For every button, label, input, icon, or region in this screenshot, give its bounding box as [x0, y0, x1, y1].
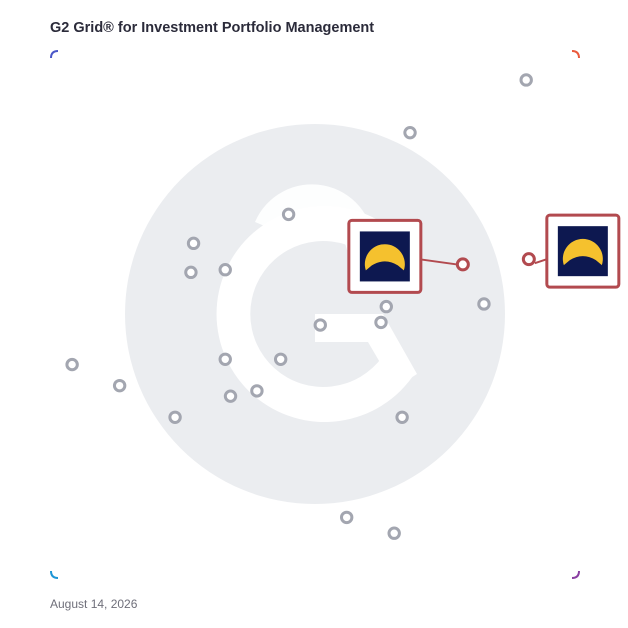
data-point [223, 389, 238, 403]
data-point [403, 125, 417, 140]
product-logo-icon [359, 231, 410, 282]
highlighted-products [347, 213, 621, 294]
data-point [281, 207, 296, 222]
highlighted-data-point [455, 257, 470, 272]
data-point [186, 236, 201, 251]
connector-line [534, 258, 548, 265]
data-point [65, 357, 79, 372]
data-point [250, 384, 264, 398]
data-point [184, 265, 198, 280]
data-point [112, 378, 127, 393]
data-point [519, 73, 533, 87]
connector-line [420, 258, 457, 266]
data-point [339, 510, 354, 525]
data-point [374, 315, 388, 330]
data-points [65, 73, 533, 540]
chart-title: G2 Grid® for Investment Portfolio Manage… [50, 20, 375, 36]
data-point [387, 526, 401, 540]
highlighted-product [347, 218, 470, 294]
data-point [395, 410, 409, 424]
highlighted-data-point [521, 252, 536, 267]
data-point [218, 263, 232, 277]
data-point [273, 352, 288, 366]
data-point [218, 352, 232, 366]
data-point [313, 318, 327, 332]
data-point [477, 297, 491, 311]
product-logo-icon [557, 226, 608, 277]
data-point [379, 299, 393, 314]
data-point [168, 410, 182, 424]
highlighted-product [521, 213, 621, 289]
report-date: August 14, 2026 [50, 597, 138, 611]
